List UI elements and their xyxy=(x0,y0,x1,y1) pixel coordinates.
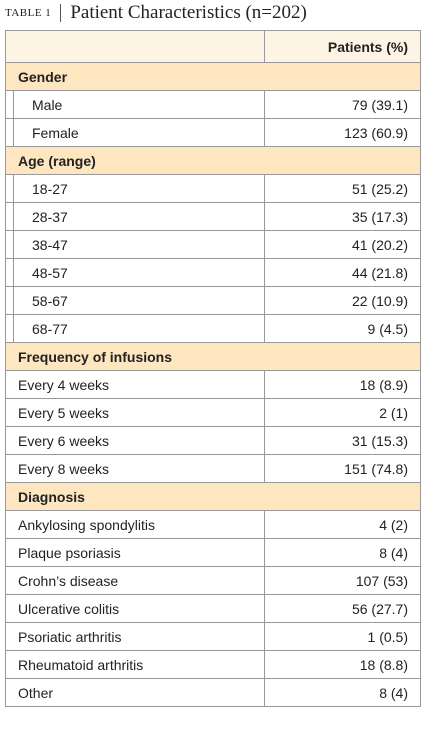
row-label: Female xyxy=(5,118,265,147)
data-row: Female 123 (60.9) xyxy=(5,118,421,147)
data-row: 68-77 9 (4.5) xyxy=(5,314,421,343)
section-row: Diagnosis xyxy=(5,482,421,511)
row-label: Every 8 weeks xyxy=(5,454,265,483)
row-label: 18-27 xyxy=(5,174,265,203)
row-value: 8 (4) xyxy=(264,538,421,567)
data-row: 48-57 44 (21.8) xyxy=(5,258,421,287)
section-label: Age (range) xyxy=(5,146,421,175)
row-label: 38-47 xyxy=(5,230,265,259)
table-label: TABLE 1 xyxy=(5,4,62,22)
header: TABLE 1 Patient Characteristics (n=202) xyxy=(5,0,307,26)
row-value: 22 (10.9) xyxy=(264,286,421,315)
row-value: 8 (4) xyxy=(264,678,421,707)
row-value: 35 (17.3) xyxy=(264,202,421,231)
row-label: Crohn’s disease xyxy=(5,566,265,595)
data-row: 38-47 41 (20.2) xyxy=(5,230,421,259)
data-row: Ankylosing spondylitis 4 (2) xyxy=(5,510,421,539)
table-title: Patient Characteristics (n=202) xyxy=(70,2,307,23)
row-label: Every 4 weeks xyxy=(5,370,265,399)
data-row: Crohn’s disease 107 (53) xyxy=(5,566,421,595)
row-value: 123 (60.9) xyxy=(264,118,421,147)
section-label: Gender xyxy=(5,62,421,91)
section-row: Age (range) xyxy=(5,146,421,175)
row-value: 9 (4.5) xyxy=(264,314,421,343)
row-label: Male xyxy=(5,90,265,119)
row-label: Other xyxy=(5,678,265,707)
data-row: Ulcerative colitis 56 (27.7) xyxy=(5,594,421,623)
section-row: Frequency of infusions xyxy=(5,342,421,371)
data-row: Psoriatic arthritis 1 (0.5) xyxy=(5,622,421,651)
row-value: 18 (8.8) xyxy=(264,650,421,679)
data-row: 28-37 35 (17.3) xyxy=(5,202,421,231)
data-row: 18-27 51 (25.2) xyxy=(5,174,421,203)
section-row: Gender xyxy=(5,62,421,91)
row-label: Rheumatoid arthritis xyxy=(5,650,265,679)
data-row: Male 79 (39.1) xyxy=(5,90,421,119)
row-value: 79 (39.1) xyxy=(264,90,421,119)
row-label: 58-67 xyxy=(5,286,265,315)
row-value: 4 (2) xyxy=(264,510,421,539)
row-value: 41 (20.2) xyxy=(264,230,421,259)
empty-cell xyxy=(5,30,265,63)
header-row: Patients (%) xyxy=(5,30,421,63)
row-label: Psoriatic arthritis xyxy=(5,622,265,651)
row-value: 44 (21.8) xyxy=(264,258,421,287)
row-value: 107 (53) xyxy=(264,566,421,595)
data-row: Other 8 (4) xyxy=(5,678,421,707)
row-label: 68-77 xyxy=(5,314,265,343)
row-value: 151 (74.8) xyxy=(264,454,421,483)
row-value: 1 (0.5) xyxy=(264,622,421,651)
row-value: 56 (27.7) xyxy=(264,594,421,623)
data-row: Every 5 weeks 2 (1) xyxy=(5,398,421,427)
row-value: 51 (25.2) xyxy=(264,174,421,203)
row-label: 28-37 xyxy=(5,202,265,231)
data-row: Plaque psoriasis 8 (4) xyxy=(5,538,421,567)
row-value: 18 (8.9) xyxy=(264,370,421,399)
section-label: Diagnosis xyxy=(5,482,421,511)
row-label: Plaque psoriasis xyxy=(5,538,265,567)
row-label: 48-57 xyxy=(5,258,265,287)
row-label: Every 6 weeks xyxy=(5,426,265,455)
row-label: Ankylosing spondylitis xyxy=(5,510,265,539)
section-label: Frequency of infusions xyxy=(5,342,421,371)
data-row: Every 6 weeks 31 (15.3) xyxy=(5,426,421,455)
row-value: 31 (15.3) xyxy=(264,426,421,455)
row-label: Ulcerative colitis xyxy=(5,594,265,623)
row-value: 2 (1) xyxy=(264,398,421,427)
row-label: Every 5 weeks xyxy=(5,398,265,427)
data-row: Every 4 weeks 18 (8.9) xyxy=(5,370,421,399)
table: Patients (%) Gender Male 79 (39.1) Female 12… xyxy=(5,30,421,707)
column-header: Patients (%) xyxy=(264,30,421,63)
data-row: Every 8 weeks 151 (74.8) xyxy=(5,454,421,483)
data-row: 58-67 22 (10.9) xyxy=(5,286,421,315)
data-row: Rheumatoid arthritis 18 (8.8) xyxy=(5,650,421,679)
